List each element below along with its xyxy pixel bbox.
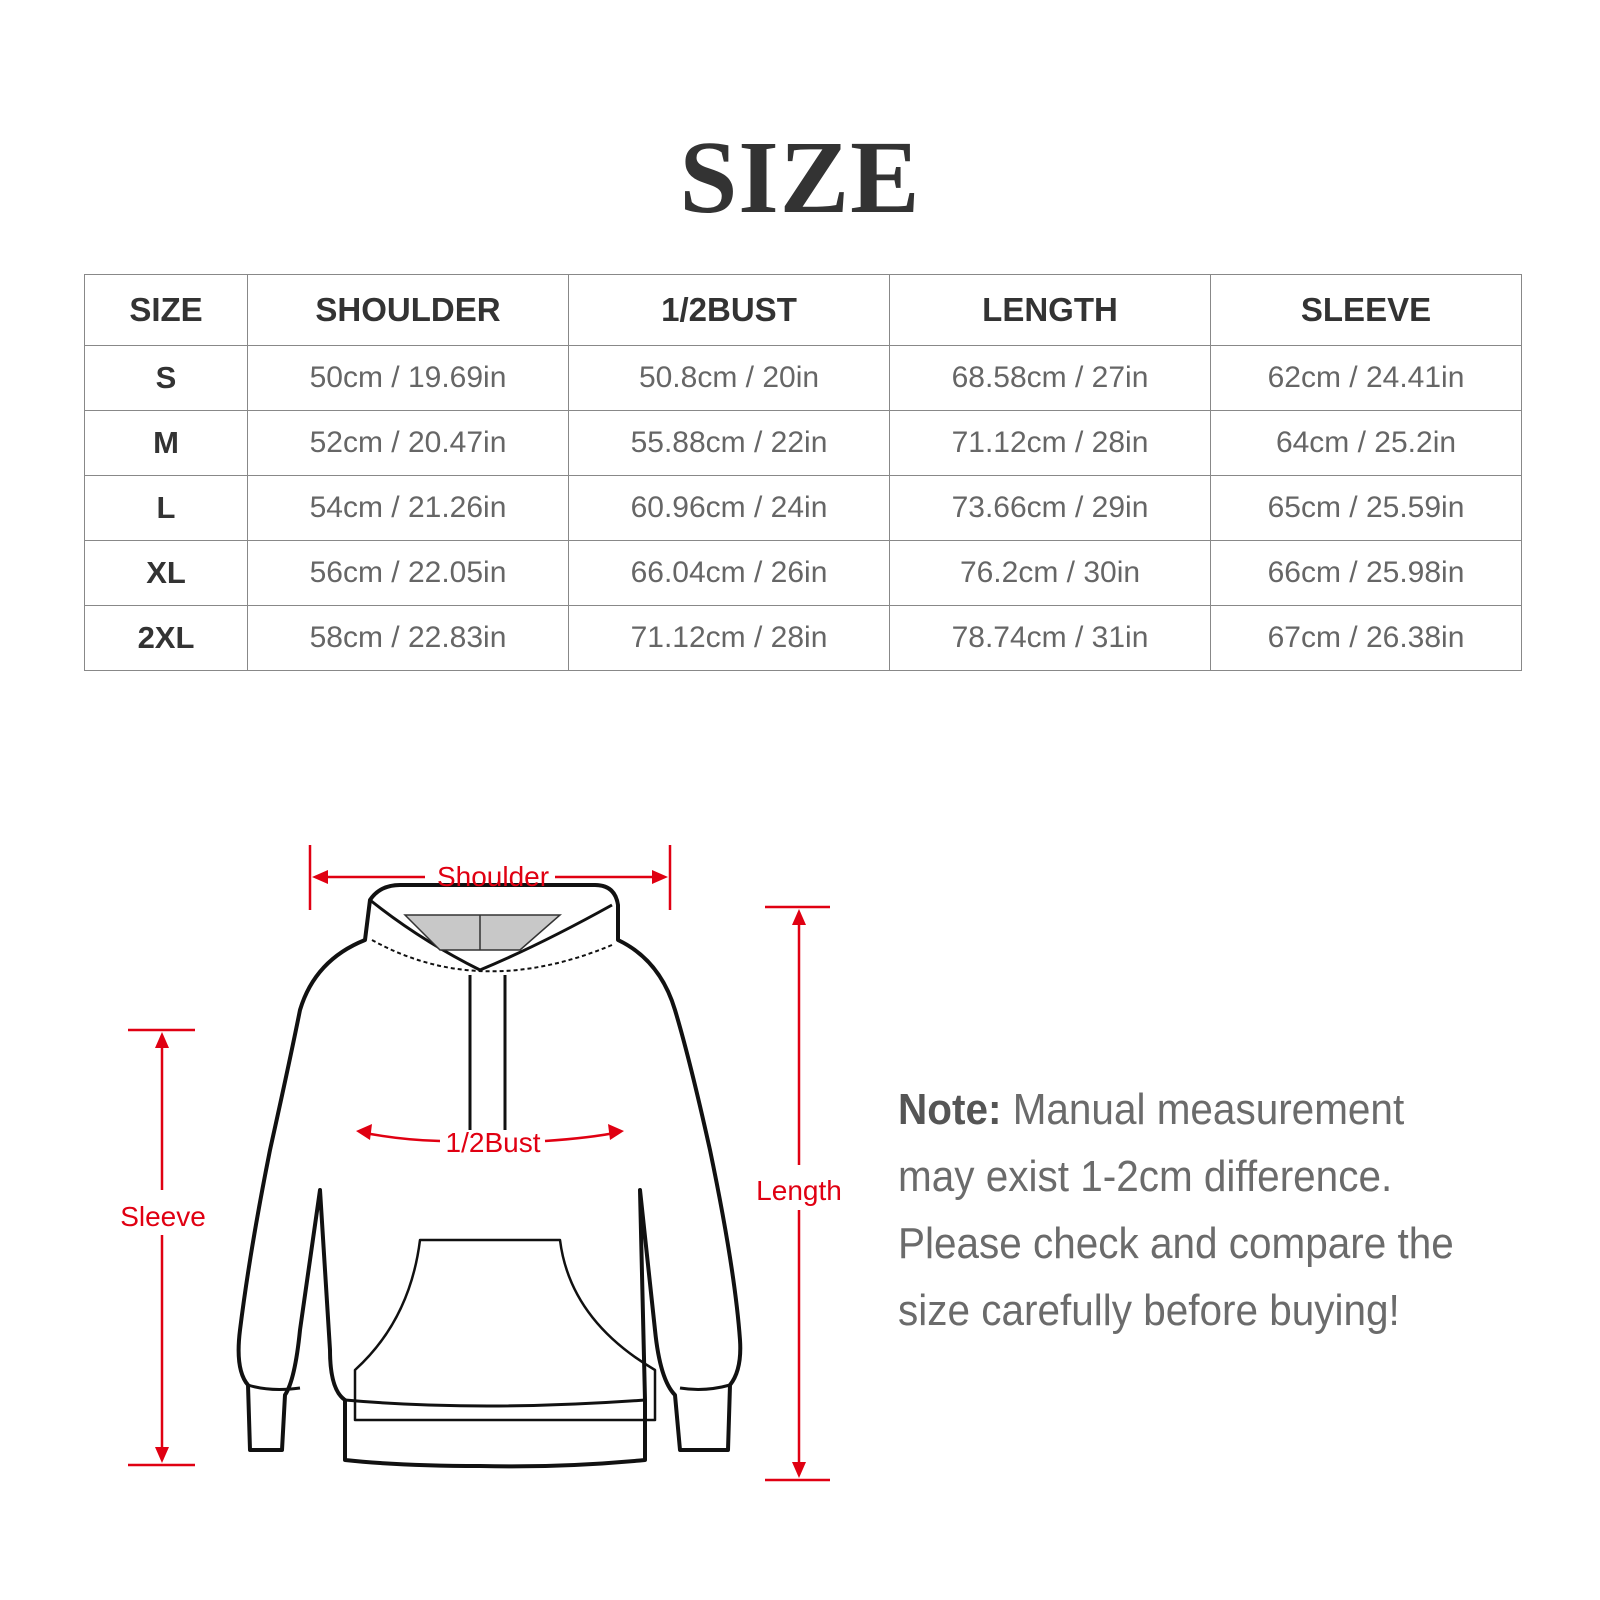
measurement-cell: 65cm / 25.59in	[1210, 475, 1522, 541]
note-body: Manual measurement may exist 1-2cm diffe…	[898, 1085, 1454, 1335]
size-table: SIZE SHOULDER 1/2BUST LENGTH SLEEVE S 50c…	[84, 274, 1522, 671]
measurement-cell: 68.58cm / 27in	[889, 345, 1211, 411]
measurement-cell: 52cm / 20.47in	[247, 410, 569, 476]
measurement-cell: 50cm / 19.69in	[247, 345, 569, 411]
size-cell: L	[84, 475, 248, 541]
shoulder-label: Shoulder	[437, 861, 549, 892]
table-row: XL 56cm / 22.05in 66.04cm / 26in 76.2cm / 3…	[84, 540, 1522, 606]
note-label: Note:	[898, 1085, 1002, 1134]
measurement-cell: 73.66cm / 29in	[889, 475, 1211, 541]
size-cell: S	[84, 345, 248, 411]
measurement-cell: 66cm / 25.98in	[1210, 540, 1522, 606]
measurement-cell: 58cm / 22.83in	[247, 605, 569, 671]
measurement-cell: 71.12cm / 28in	[889, 410, 1211, 476]
size-cell: M	[84, 410, 248, 476]
bust-label: 1/2Bust	[446, 1127, 541, 1158]
measurement-cell: 67cm / 26.38in	[1210, 605, 1522, 671]
table-row: M 52cm / 20.47in 55.88cm / 22in 71.12cm / 2…	[84, 410, 1522, 476]
measurement-cell: 66.04cm / 26in	[568, 540, 890, 606]
length-label: Length	[756, 1175, 842, 1206]
sleeve-label: Sleeve	[120, 1201, 206, 1232]
header-bust: 1/2BUST	[568, 274, 890, 346]
table-row: S 50cm / 19.69in 50.8cm / 20in 68.58cm / 27…	[84, 345, 1522, 411]
measurement-cell: 60.96cm / 24in	[568, 475, 890, 541]
header-shoulder: SHOULDER	[247, 274, 569, 346]
header-sleeve: SLEEVE	[1210, 274, 1522, 346]
hood-lining	[403, 914, 562, 951]
table-header-row: SIZE SHOULDER 1/2BUST LENGTH SLEEVE	[84, 274, 1522, 346]
measurement-cell: 56cm / 22.05in	[247, 540, 569, 606]
hoodie-diagram: Shoulder 1/2Bust Sleeve Length	[120, 845, 842, 1482]
size-cell: XL	[84, 540, 248, 606]
header-length: LENGTH	[889, 274, 1211, 346]
size-cell: 2XL	[84, 605, 248, 671]
hoodie-outline	[236, 883, 743, 1469]
measurement-cell: 55.88cm / 22in	[568, 410, 890, 476]
measurement-cell: 76.2cm / 30in	[889, 540, 1211, 606]
measurement-cell: 54cm / 21.26in	[247, 475, 569, 541]
table-row: 2XL 58cm / 22.83in 71.12cm / 28in 78.74cm /…	[84, 605, 1522, 671]
measurement-cell: 50.8cm / 20in	[568, 345, 890, 411]
measurement-cell: 71.12cm / 28in	[568, 605, 890, 671]
page-title: SIZE	[679, 120, 921, 235]
note-text: Note: Manual measurement may exist 1-2cm…	[898, 1076, 1487, 1344]
table-row: L 54cm / 21.26in 60.96cm / 24in 73.66cm / 2…	[84, 475, 1522, 541]
header-size: SIZE	[84, 274, 248, 346]
measurement-cell: 78.74cm / 31in	[889, 605, 1211, 671]
measurement-cell: 64cm / 25.2in	[1210, 410, 1522, 476]
measure-lines	[128, 845, 830, 1482]
measurement-cell: 62cm / 24.41in	[1210, 345, 1522, 411]
